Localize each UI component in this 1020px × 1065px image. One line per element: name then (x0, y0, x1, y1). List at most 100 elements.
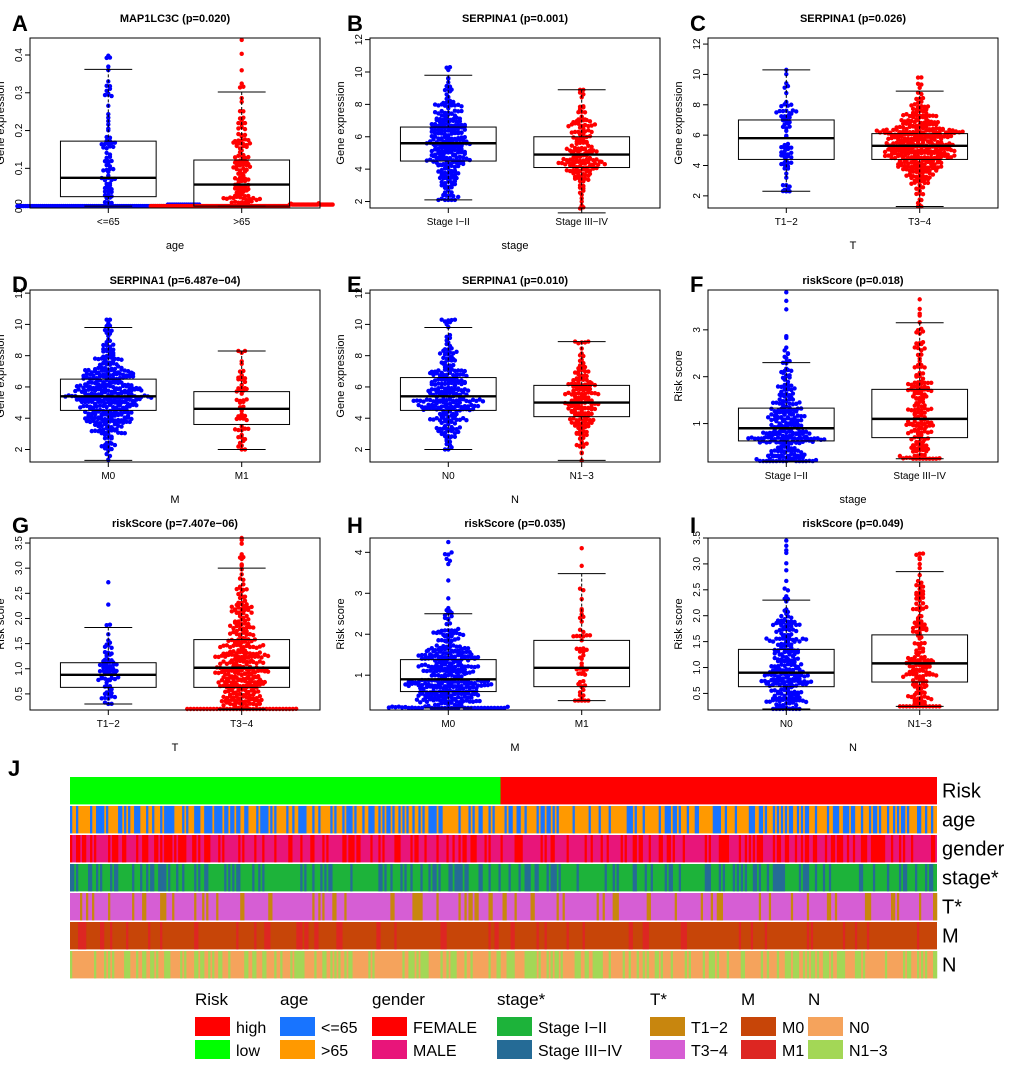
data-point (454, 644, 459, 649)
data-point (475, 692, 481, 698)
y-tick-label: 6 (692, 132, 703, 138)
data-point (109, 690, 114, 696)
sample-cell (488, 806, 491, 834)
data-point (798, 423, 804, 428)
data-point (427, 697, 433, 702)
sample-cell (322, 951, 327, 979)
data-point (780, 454, 786, 460)
data-point (242, 671, 248, 677)
sample-cell (142, 893, 147, 921)
data-point (434, 156, 439, 161)
data-point (581, 353, 586, 359)
data-point (886, 153, 891, 158)
data-point (257, 650, 263, 655)
data-point (784, 290, 789, 295)
data-point (910, 106, 916, 112)
legend-title: Risk (195, 990, 229, 1009)
data-point (237, 633, 243, 638)
data-point (452, 108, 458, 113)
data-point (774, 453, 779, 459)
data-point (454, 630, 459, 636)
data-point (106, 580, 111, 585)
data-point (914, 448, 919, 454)
data-point (452, 317, 458, 322)
data-point (234, 166, 239, 172)
data-point (104, 622, 109, 628)
data-point (794, 401, 799, 406)
data-point (247, 164, 253, 169)
data-point (107, 55, 113, 60)
data-point (237, 576, 243, 581)
legend-item-label: low (236, 1043, 260, 1060)
data-point (579, 367, 584, 373)
data-point (449, 672, 454, 678)
data-point (772, 688, 777, 693)
data-point (441, 355, 446, 361)
data-point (460, 632, 466, 638)
sample-cell (322, 893, 325, 921)
sample-cell (546, 864, 549, 892)
data-point (792, 639, 797, 644)
legend: Riskhighlowage<=65>65genderFEMALEMALEsta… (195, 990, 888, 1060)
data-point (922, 694, 927, 699)
data-point (581, 649, 586, 654)
sample-cell (464, 951, 467, 979)
data-point (924, 449, 929, 454)
data-point (897, 124, 903, 130)
y-tick-label: 4 (14, 415, 25, 421)
data-point (907, 664, 912, 669)
data-point (446, 672, 451, 678)
data-point (107, 383, 113, 389)
data-point (234, 662, 239, 667)
data-point (948, 155, 954, 160)
data-point (572, 129, 578, 135)
sample-cell (418, 806, 421, 834)
data-point (216, 654, 221, 660)
data-point (905, 694, 911, 699)
data-point (102, 159, 108, 164)
data-point (257, 659, 263, 664)
data-point (441, 153, 446, 158)
data-point (917, 572, 922, 578)
data-point (920, 125, 926, 131)
box (533, 639, 631, 688)
data-point (221, 659, 226, 664)
data-point (929, 696, 934, 702)
data-point (909, 429, 914, 434)
data-point (784, 635, 789, 641)
data-point (73, 388, 78, 394)
data-point (910, 124, 916, 129)
sample-cell (392, 806, 395, 834)
data-point (106, 169, 111, 175)
data-point (249, 672, 254, 677)
data-point (935, 134, 941, 139)
x-tick-label: <=65 (97, 217, 120, 228)
data-point (596, 162, 601, 167)
data-point (462, 127, 467, 132)
data-point (116, 430, 121, 435)
x-tick-label: N0 (442, 471, 455, 482)
data-point (236, 184, 241, 190)
group-1: N1−3 (533, 339, 631, 482)
data-point (917, 359, 922, 364)
sample-cell (750, 922, 754, 950)
sample-cell (510, 922, 515, 950)
data-point (912, 180, 917, 185)
data-point (447, 335, 453, 341)
data-point (469, 652, 474, 657)
y-tick-label: 6 (354, 134, 365, 140)
data-point (454, 649, 459, 654)
x-axis-label: M (510, 742, 519, 754)
data-point (794, 665, 799, 671)
x-tick-label: N1−3 (908, 719, 933, 730)
data-point (571, 171, 576, 176)
data-point (434, 371, 439, 376)
sample-cell (286, 806, 289, 834)
data-point (912, 365, 917, 370)
data-point (106, 602, 111, 607)
data-point (242, 200, 248, 205)
data-point (922, 180, 927, 186)
data-point (581, 387, 586, 393)
data-point (439, 167, 444, 173)
